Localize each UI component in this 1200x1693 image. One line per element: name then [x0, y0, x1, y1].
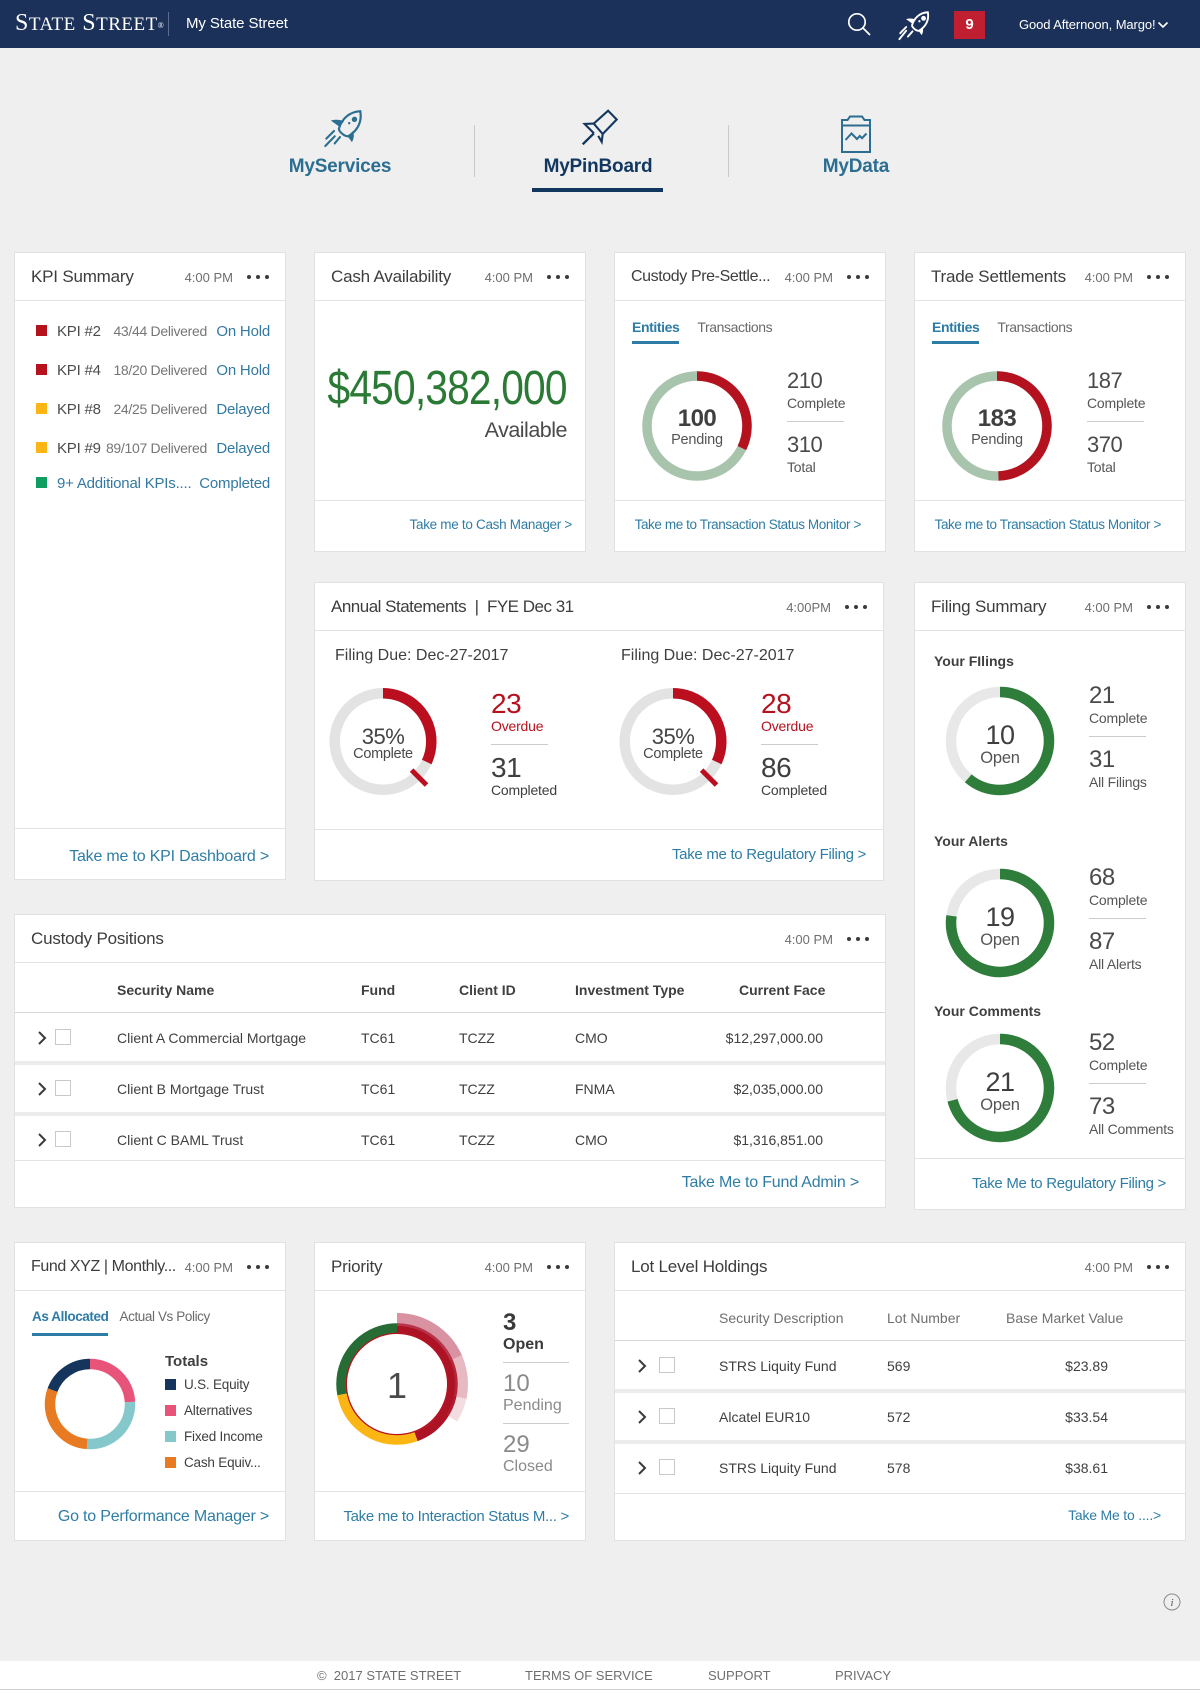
svg-text:i: i — [1170, 1597, 1173, 1609]
